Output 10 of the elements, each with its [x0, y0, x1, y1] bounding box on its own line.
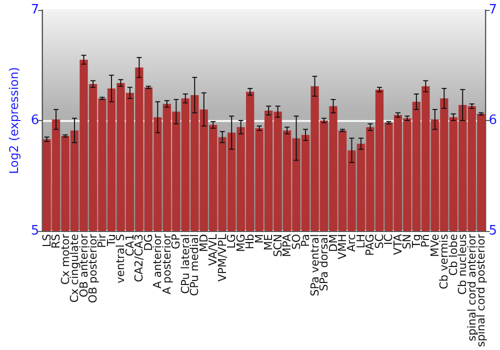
- y2-tick-label: 7: [488, 2, 498, 18]
- x-tick-label: Tg: [410, 234, 423, 249]
- y2-tick-label: 6: [488, 113, 498, 128]
- y2-tick-label: 5: [488, 224, 498, 239]
- x-tick-label: A posterior: [160, 234, 174, 294]
- y-axis-title: Log2 (expression): [7, 67, 21, 174]
- x-tick-label: spinal cord posterior: [474, 234, 488, 348]
- y-tick-label: 7: [30, 2, 40, 18]
- y-tick-label: 5: [30, 224, 40, 239]
- y-tick-label: 6: [30, 113, 40, 128]
